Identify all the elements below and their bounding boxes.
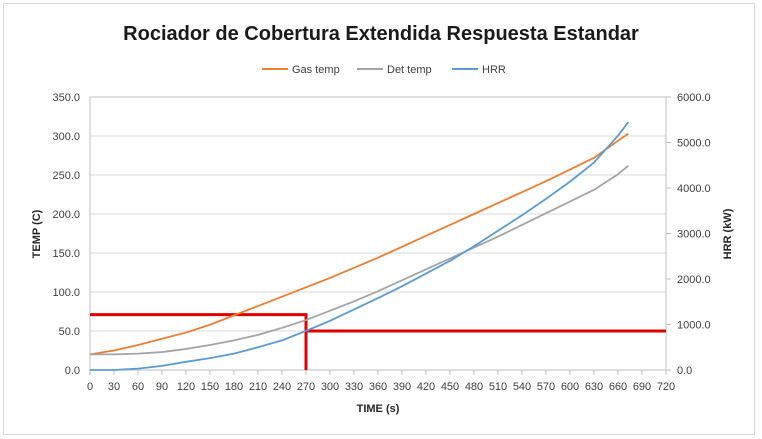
y-axis-ticks: 0.0 50.0 100.0 150.0 200.0 250.0 300.0 350.0 [52,92,80,377]
x-tick-label: 390 [393,381,411,393]
y-tick-label: 350.0 [52,92,80,104]
series-line-gas-temp [89,132,629,356]
x-tick-label: 270 [297,381,315,393]
x-tick-label: 180 [225,381,243,393]
x-tick-label: 630 [585,381,603,393]
x-tick-label: 420 [417,381,435,393]
plot-border [89,96,667,371]
gridlines [89,96,671,375]
y-axis-label: TEMP (C) [31,209,43,258]
x-tick-label: 570 [537,381,555,393]
x-axis-label: TIME (s) [357,403,400,415]
y-tick-label: 250.0 [52,170,80,182]
y-tick-label: 150.0 [52,248,80,260]
y2-tick-label: 2000.0 [677,274,711,286]
threshold-annotations [90,313,666,370]
x-tick-label: 690 [633,381,651,393]
legend-label-hrr: HRR [482,64,506,76]
y2-tick-label: 4000.0 [677,183,711,195]
x-tick-label: 510 [489,381,507,393]
y-tick-label: 100.0 [52,287,80,299]
chart-title: Rociador de Cobertura Extendida Respuest… [123,23,639,45]
y-tick-label: 50.0 [59,326,80,338]
y2-tick-label: 0.0 [677,365,692,377]
legend: Gas temp Det temp HRR [262,64,506,76]
y2-tick-label: 6000.0 [677,92,711,104]
x-tick-label: 240 [273,381,291,393]
y2-axis-label: HRR (kW) [722,208,734,259]
plot-area [89,96,667,371]
x-tick-label: 0 [87,381,93,393]
y2-tick-label: 3000.0 [677,229,711,241]
x-tick-label: 300 [321,381,339,393]
x-tick-label: 90 [156,381,168,393]
x-tick-label: 720 [657,381,675,393]
y-tick-label: 300.0 [52,131,80,143]
x-tick-label: 660 [609,381,627,393]
x-tick-label: 480 [465,381,483,393]
series-line-hrr [90,121,630,371]
x-tick-label: 540 [513,381,531,393]
x-tick-label: 210 [249,381,267,393]
x-tick-label: 600 [561,381,579,393]
legend-label-det-temp: Det temp [387,64,432,76]
y2-axis-ticks: 0.0 1000.0 2000.0 3000.0 4000.0 5000.0 6000.0 [677,92,711,377]
x-tick-label: 30 [108,381,120,393]
series-line-det-temp [90,164,629,356]
y2-tick-label: 1000.0 [677,320,711,332]
x-tick-label: 450 [441,381,459,393]
x-tick-label: 60 [132,381,144,393]
x-tick-label: 360 [369,381,387,393]
x-tick-label: 150 [201,381,219,393]
chart-frame [3,3,755,435]
x-axis-ticks: 0 30 60 90 120 150 180 210 240 270 300 330 360 390 420… [87,381,675,393]
y2-tick-label: 5000.0 [677,138,711,150]
x-tick-label: 120 [177,381,195,393]
threshold-polyline [90,313,308,370]
x-tick-label: 330 [345,381,363,393]
legend-label-gas-temp: Gas temp [292,64,340,76]
series-lines [89,121,630,371]
y-tick-label: 0.0 [65,365,80,377]
y-tick-label: 200.0 [52,209,80,221]
